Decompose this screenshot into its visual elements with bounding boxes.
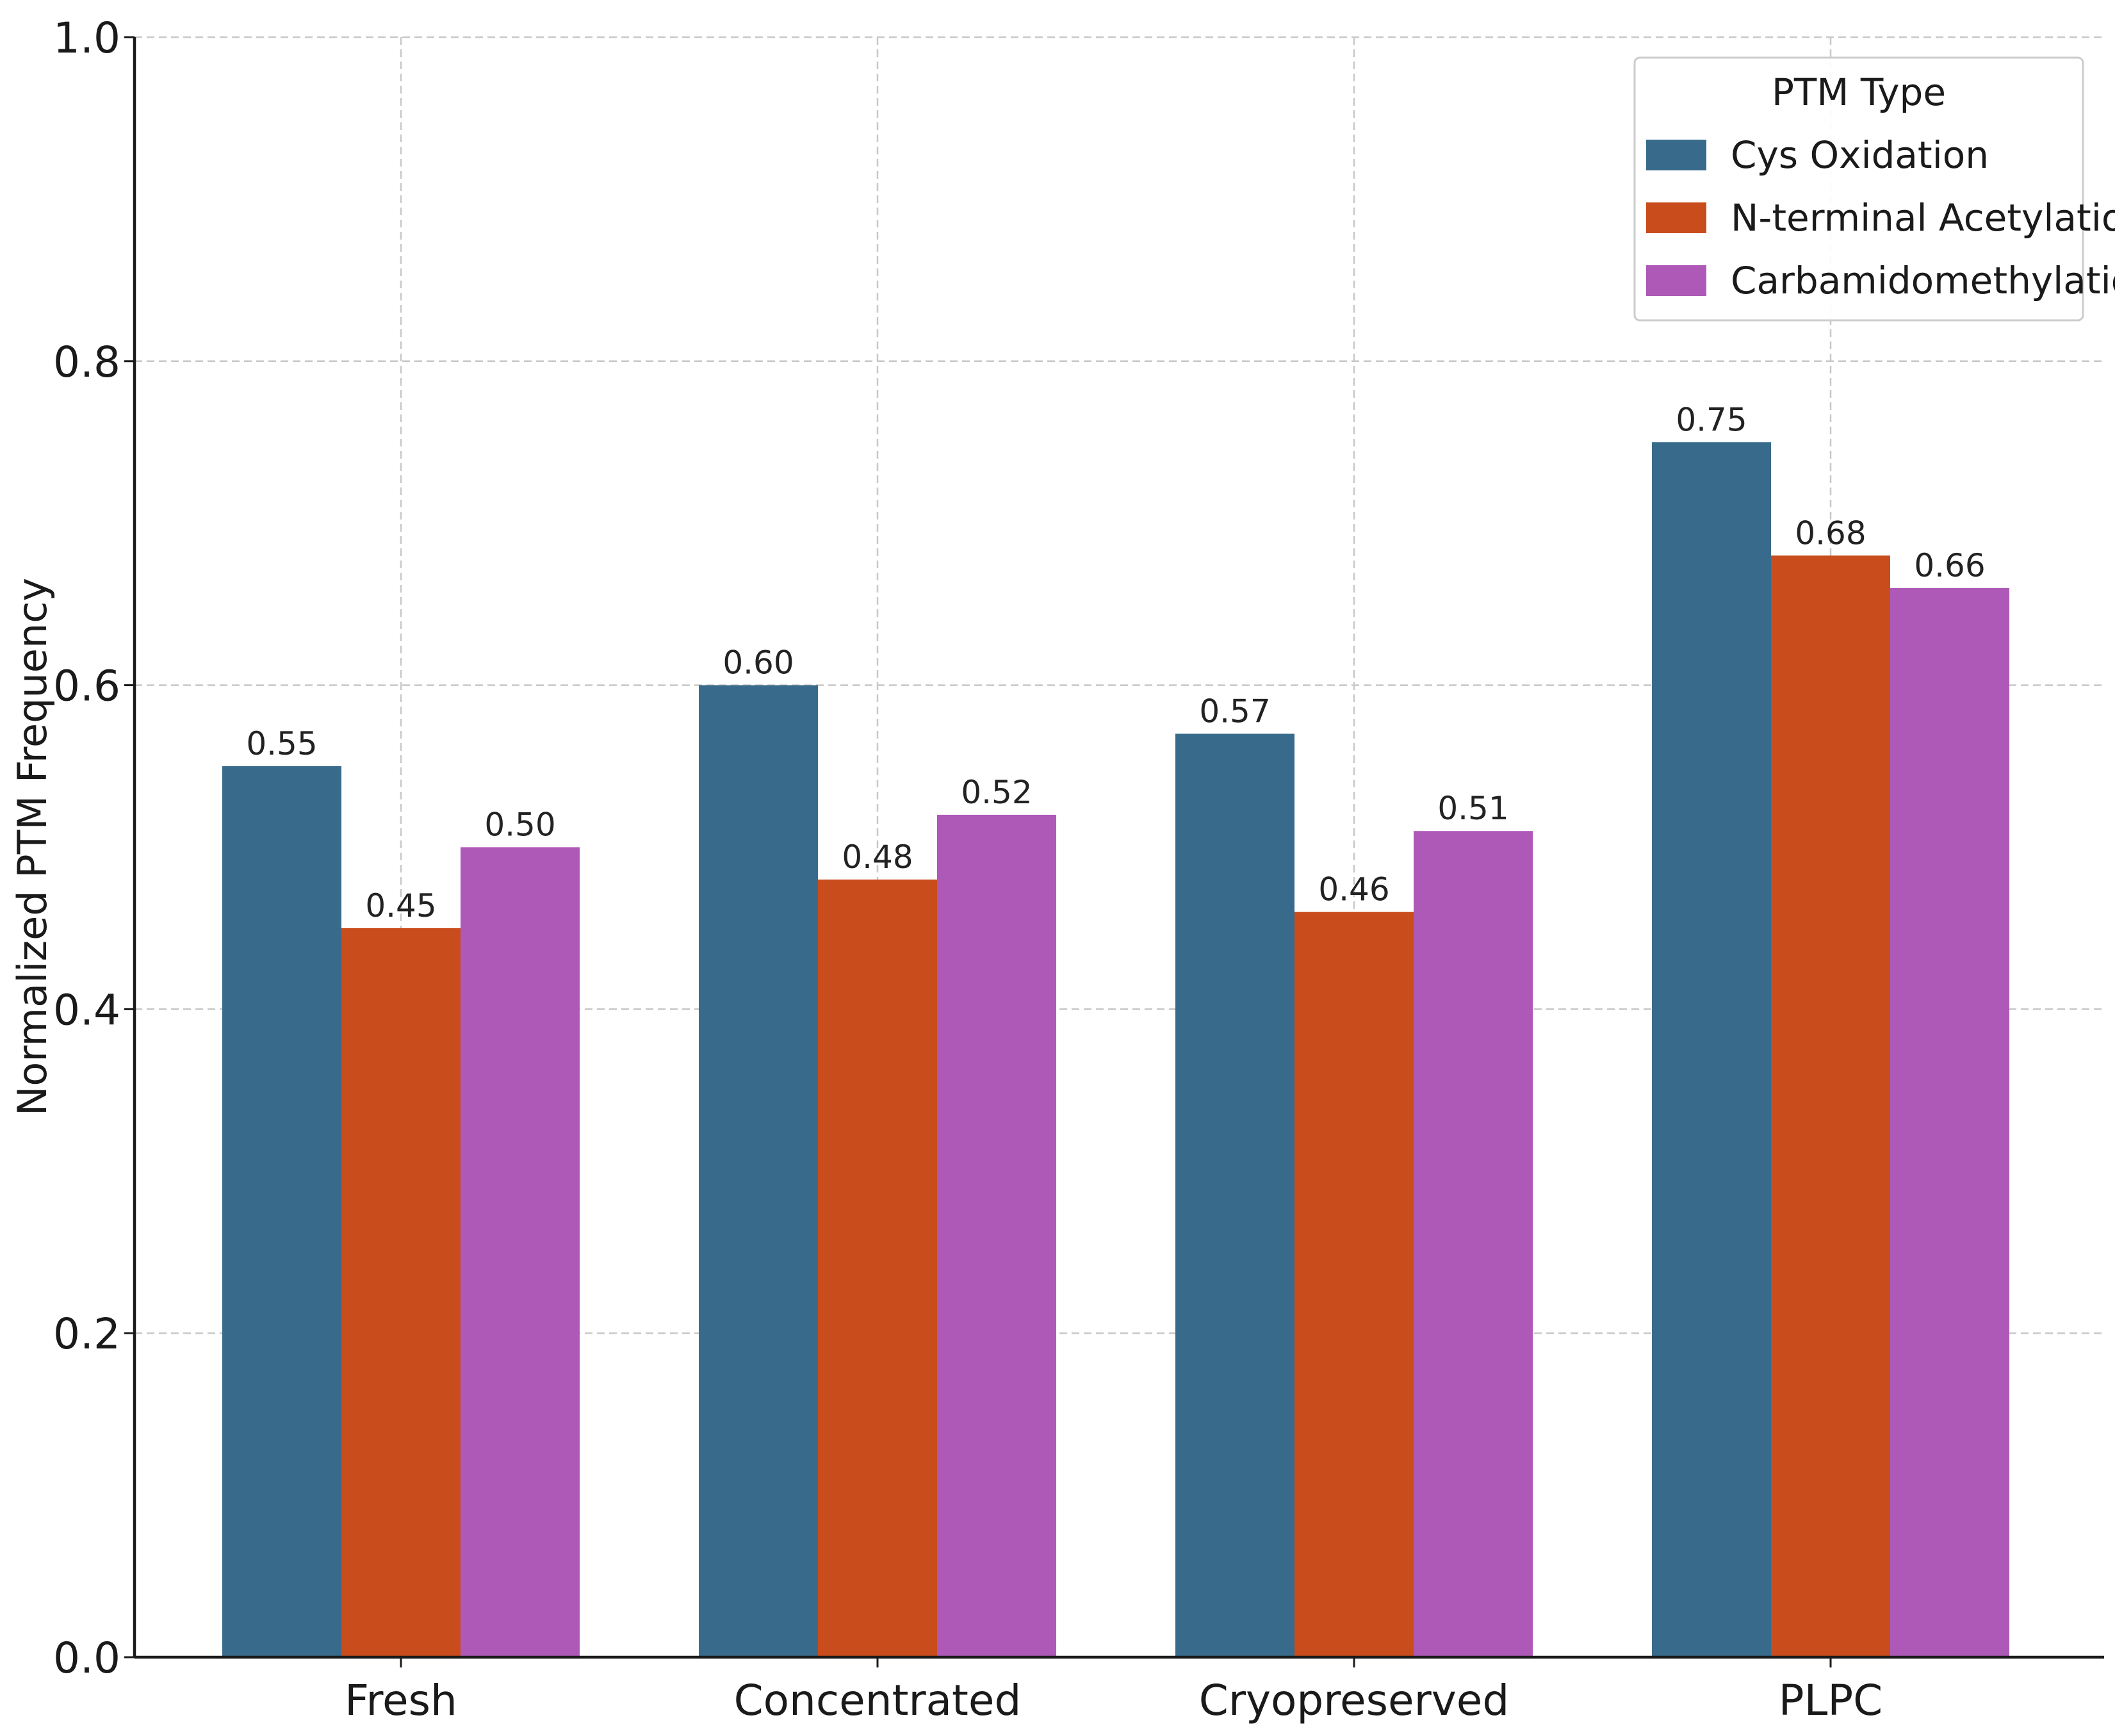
bar [222,766,341,1657]
bar [818,880,937,1657]
x-tick-label: Concentrated [734,1676,1022,1725]
y-tick-label: 0.0 [53,1634,120,1683]
bar-value-label: 0.52 [961,774,1032,811]
bars [222,442,2009,1657]
bar [1652,442,1771,1657]
bar-value-label: 0.45 [365,887,436,924]
bar-value-label: 0.48 [842,839,913,876]
legend-swatch [1646,265,1706,296]
bar-value-label: 0.55 [246,725,317,762]
bar-value-label: 0.66 [1914,547,1985,584]
axes: 0.0 0.2 0.4 0.6 0.8 1.0 Fresh Concentrated Cryop… [53,13,2104,1725]
x-tick-label: PLPC [1779,1676,1882,1725]
bar-value-label: 0.46 [1318,871,1389,908]
legend-frame [1633,56,2084,322]
bar-value-label: 0.51 [1437,790,1508,827]
y-tick-label: 0.8 [53,338,120,387]
bar-value-labels: 0.55 0.60 0.57 0.75 0.45 0.48 0.46 0.68 0.50 0.52… [246,401,1985,924]
legend: PTM Type Cys Oxidation N-terminal Acetylat… [1633,56,2115,322]
bar [1890,587,2009,1657]
bar-value-label: 0.57 [1199,692,1270,730]
y-axis-title: Normalized PTM Frequency [9,578,56,1116]
bar [1175,733,1294,1657]
bar-value-label: 0.60 [723,644,794,682]
legend-title: PTM Type [1772,70,1946,114]
x-tick-label: Cryopreserved [1199,1676,1510,1725]
legend-entry-label: N-terminal Acetylation [1731,196,2115,240]
y-tick-label: 0.6 [53,662,120,711]
legend-entry-label: Carbamidomethylation [1731,259,2115,302]
bar [341,928,461,1657]
bar-value-label: 0.75 [1676,401,1747,438]
legend-entry-label: Cys Oxidation [1731,133,1989,177]
legend-swatch [1646,140,1706,170]
bar [461,847,580,1657]
y-tick-label: 1.0 [53,13,120,63]
bar [937,814,1056,1657]
x-tick-label: Fresh [345,1676,457,1725]
y-tick-label: 0.2 [53,1309,120,1359]
bar [1771,555,1890,1657]
bar [1294,912,1414,1657]
bar [699,685,818,1657]
bar [1414,831,1533,1657]
legend-swatch [1646,202,1706,233]
bar-value-label: 0.50 [484,807,555,844]
y-tick-label: 0.4 [53,985,120,1035]
bar-value-label: 0.68 [1795,514,1866,552]
